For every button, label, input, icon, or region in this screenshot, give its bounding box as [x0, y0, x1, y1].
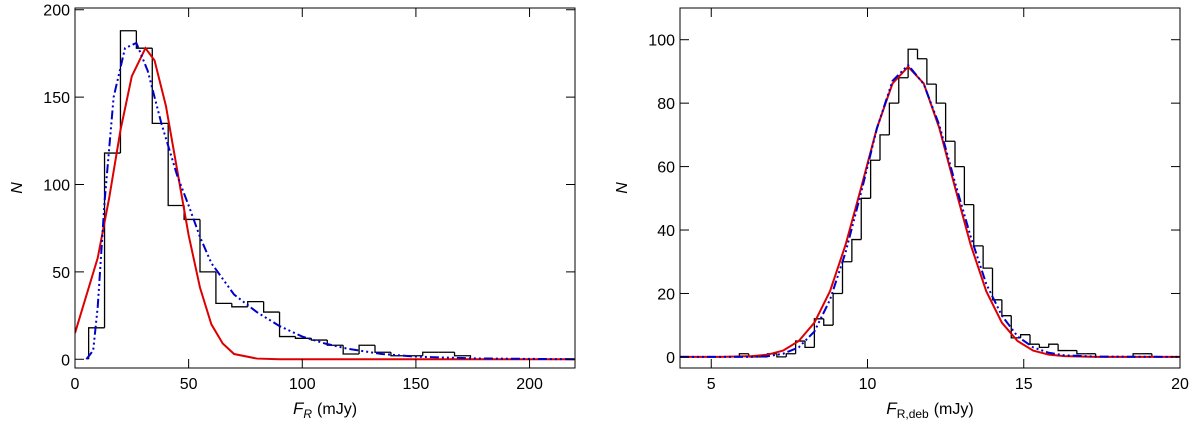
histogram-bin — [1038, 344, 1049, 349]
x-label-unit: (mJy) — [934, 401, 974, 418]
histogram-bin — [167, 123, 185, 207]
histogram-bin — [294, 336, 312, 339]
histogram-bin — [823, 318, 834, 326]
histogram-bin — [390, 352, 407, 357]
plot-frame — [74, 7, 576, 369]
histogram-bin — [991, 268, 1002, 301]
histogram-bin — [151, 48, 169, 124]
histogram-bin — [785, 353, 796, 357]
y-tick-label: 0 — [61, 352, 70, 369]
histogram-bin — [422, 351, 439, 356]
fit-curve — [75, 46, 575, 361]
histogram-bin — [935, 84, 946, 104]
plot-area — [75, 30, 575, 361]
histogram-bin — [374, 345, 391, 353]
x-label-symbol: F — [886, 399, 898, 418]
histogram-bin — [215, 271, 232, 304]
x-tick-label: 200 — [516, 376, 543, 393]
x-tick-label: 150 — [403, 376, 430, 393]
y-axis-label: N — [614, 182, 631, 194]
histogram-bin — [907, 48, 918, 78]
y-tick-label: 20 — [657, 286, 675, 303]
x-axis-label: FR,deb (mJy) — [886, 399, 973, 421]
histogram-bin — [87, 327, 105, 360]
histogram-bin — [1057, 344, 1068, 352]
x-tick-label: 5 — [707, 376, 716, 393]
x-label-symbol: F — [293, 399, 305, 418]
x-label-subscript: R — [303, 407, 312, 421]
histogram-bin — [1010, 315, 1021, 339]
fit-curve — [680, 63, 1180, 358]
x-tick-label: 0 — [71, 376, 80, 393]
histogram-bin — [342, 345, 360, 355]
histogram-bin — [832, 292, 843, 326]
y-tick-label: 50 — [52, 265, 70, 282]
histogram-bin — [262, 301, 280, 313]
histogram-bin — [926, 58, 937, 85]
y-tick-label: 100 — [43, 178, 70, 195]
histogram-bin — [1029, 334, 1040, 345]
histogram-bin — [804, 341, 815, 349]
histogram-bin — [944, 103, 955, 142]
y-tick-label: 150 — [43, 90, 70, 107]
y-tick-label: 100 — [648, 33, 675, 50]
histogram-bin — [869, 159, 880, 199]
x-tick-label: 15 — [1015, 376, 1033, 393]
histogram-bin — [982, 245, 993, 269]
histogram-bin — [1048, 343, 1059, 348]
histogram-bin — [231, 303, 248, 308]
histogram-bin — [916, 49, 927, 60]
histogram-bin — [860, 197, 871, 240]
x-label-unit: (mJy) — [317, 401, 357, 418]
fit-curve — [680, 65, 1180, 358]
x-tick-label: 100 — [289, 376, 316, 393]
histogram-bin — [1076, 350, 1087, 355]
histogram-bin — [278, 312, 296, 338]
y-tick-label: 0 — [666, 350, 675, 367]
plot-area — [680, 48, 1180, 358]
y-tick-label: 80 — [657, 96, 675, 113]
histogram-bin — [888, 102, 899, 135]
histogram-bin — [841, 261, 852, 294]
y-axis-label: N — [9, 182, 26, 194]
histogram-bin — [358, 344, 375, 355]
x-axis-label: FR (mJy) — [293, 399, 357, 421]
y-tick-label: 40 — [657, 223, 675, 240]
histogram-bin — [103, 152, 121, 328]
x-label-subscript: R,deb — [897, 407, 929, 421]
histogram-bin — [973, 204, 984, 247]
histogram-bin — [326, 340, 344, 346]
histogram-bin — [776, 353, 787, 358]
histogram-bin — [813, 318, 824, 348]
histogram-bin — [310, 338, 328, 341]
histogram-bin — [851, 238, 862, 262]
histogram-bin — [119, 30, 137, 154]
histogram-bin — [247, 300, 264, 307]
histogram-bin — [1019, 334, 1030, 338]
histogram-bin — [898, 77, 909, 104]
histogram-bin — [135, 30, 153, 49]
fit-curve — [85, 41, 575, 361]
y-tick-label: 60 — [657, 160, 675, 177]
histogram-bin — [963, 166, 974, 206]
x-tick-label: 20 — [1171, 376, 1189, 393]
x-tick-label: 50 — [180, 376, 198, 393]
y-tick-label: 200 — [43, 3, 70, 20]
x-tick-label: 10 — [859, 376, 877, 393]
histogram-bin — [1001, 299, 1012, 317]
histogram-bin — [879, 134, 890, 161]
plot-frame — [679, 7, 1181, 369]
histogram-bin — [954, 141, 965, 168]
histogram-bin — [199, 219, 216, 273]
